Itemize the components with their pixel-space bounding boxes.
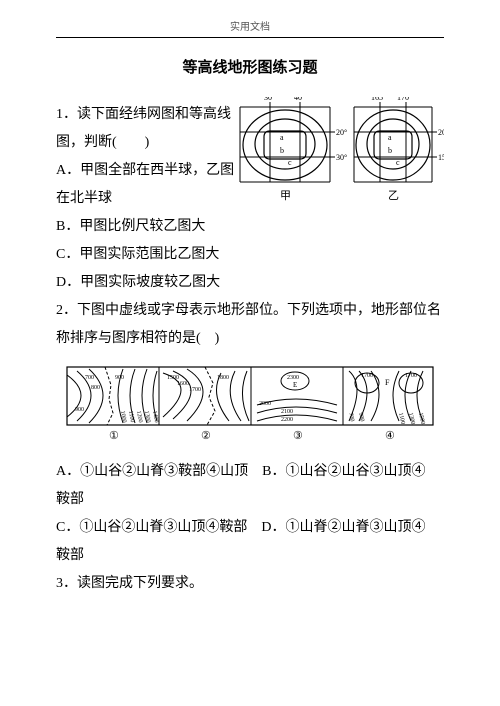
svg-text:F: F	[385, 378, 390, 387]
q2-optD-2: 鞍部	[56, 542, 444, 570]
header-divider	[56, 37, 444, 38]
svg-text:1800: 1800	[217, 375, 229, 381]
svg-text:b: b	[280, 146, 284, 155]
svg-text:①: ①	[109, 430, 119, 442]
svg-text:2100: 2100	[281, 409, 293, 415]
q1-figures: 30° 40° 20° 30° a b c 甲	[234, 97, 444, 224]
svg-text:1700: 1700	[361, 373, 373, 379]
svg-text:900: 900	[75, 407, 84, 413]
q1-optC: C．甲图实际范围比乙图大	[56, 241, 444, 269]
svg-text:1500: 1500	[417, 412, 425, 425]
svg-text:乙: 乙	[388, 189, 399, 202]
svg-text:900: 900	[115, 375, 124, 381]
svg-text:2000: 2000	[259, 401, 271, 407]
q1-optA-2: 在北半球	[56, 185, 236, 213]
q2-row-CD: C．①山谷②山脊③山顶④鞍部 D．①山脊②山脊③山顶④	[56, 514, 444, 542]
svg-text:c: c	[288, 158, 292, 167]
svg-text:30°: 30°	[264, 97, 275, 102]
q2-stem: 2．下图中虚线或字母表示地形部位。下列选项中，地形部位名称排序与图序相符的是( …	[56, 297, 444, 353]
svg-text:1400: 1400	[151, 410, 159, 423]
svg-text:1200: 1200	[135, 410, 143, 423]
svg-text:700: 700	[347, 412, 355, 422]
svg-text:1700: 1700	[405, 373, 417, 379]
svg-text:2200: 2200	[281, 417, 293, 423]
svg-text:1000: 1000	[119, 410, 127, 423]
svg-text:1600: 1600	[177, 381, 189, 387]
svg-text:1100: 1100	[127, 410, 135, 423]
svg-text:1700: 1700	[189, 387, 201, 393]
q1-line2: 图，判断( )	[56, 129, 236, 157]
content-body: 30° 40° 20° 30° a b c 甲	[0, 101, 500, 598]
svg-text:800: 800	[91, 385, 100, 391]
svg-text:170°: 170°	[397, 97, 412, 102]
svg-text:④: ④	[385, 430, 395, 442]
svg-text:20°: 20°	[336, 128, 347, 137]
svg-text:a: a	[388, 133, 392, 142]
svg-text:②: ②	[201, 430, 211, 442]
q1-svg: 30° 40° 20° 30° a b c 甲	[234, 97, 444, 213]
q1-text: 1．读下面经纬网图和等高线 图，判断( ) A．甲图全部在西半球，乙图 在北半球	[56, 101, 236, 213]
page-title: 等高线地形图练习题	[0, 56, 500, 77]
svg-text:15°: 15°	[438, 153, 444, 162]
svg-text:b: b	[388, 146, 392, 155]
svg-text:30°: 30°	[336, 153, 347, 162]
q1-block: 30° 40° 20° 30° a b c 甲	[56, 101, 444, 213]
svg-text:165°: 165°	[371, 97, 386, 102]
svg-text:甲: 甲	[280, 190, 291, 202]
q2-svg: 700 800 900 900 1000 1100 1200 1300 1400…	[65, 365, 435, 443]
q3-stem: 3．读图完成下列要求。	[56, 570, 444, 598]
svg-text:a: a	[280, 133, 284, 142]
svg-text:c: c	[396, 158, 400, 167]
svg-text:1300: 1300	[407, 412, 415, 425]
svg-text:E: E	[293, 381, 297, 389]
q2-row-AB: A．①山谷②山脊③鞍部④山顶 B．①山谷②山谷③山顶④	[56, 458, 444, 486]
q1-optA: A．甲图全部在西半球，乙图	[56, 157, 236, 185]
svg-text:1300: 1300	[143, 410, 151, 423]
svg-text:1100: 1100	[397, 412, 405, 425]
q1-line1: 1．读下面经纬网图和等高线	[56, 101, 236, 129]
q2-figure: 700 800 900 900 1000 1100 1200 1300 1400…	[65, 365, 435, 454]
q2-optB-2: 鞍部	[56, 486, 444, 514]
svg-text:20°: 20°	[438, 128, 444, 137]
header-label: 实用文档	[0, 0, 500, 33]
svg-text:700: 700	[85, 375, 94, 381]
svg-text:900: 900	[357, 412, 365, 422]
svg-text:40°: 40°	[294, 97, 305, 102]
svg-text:③: ③	[293, 430, 303, 442]
q1-optD: D．甲图实际坡度较乙图大	[56, 269, 444, 297]
